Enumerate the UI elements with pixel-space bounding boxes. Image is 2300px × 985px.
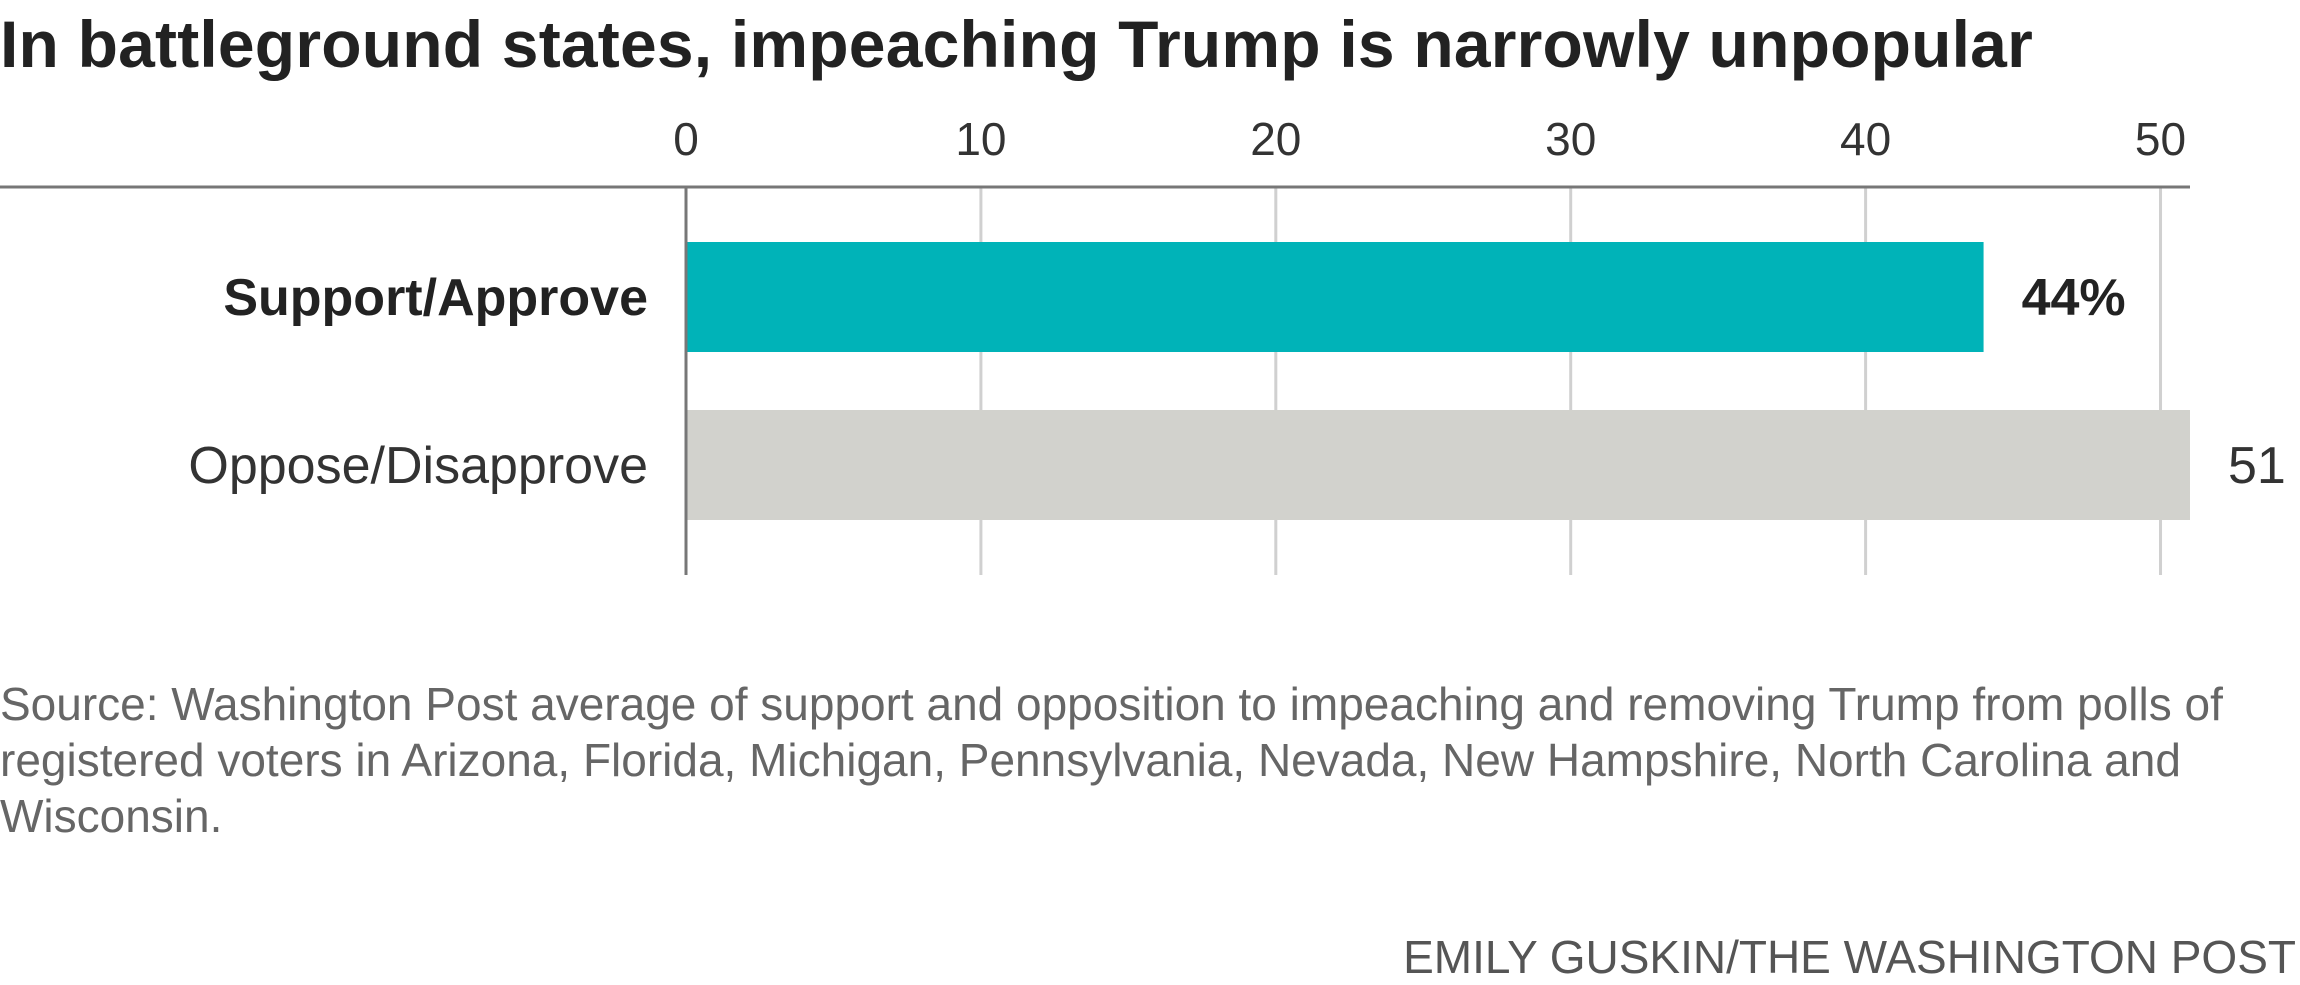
x-tick-label: 0 bbox=[673, 113, 699, 165]
x-tick-label: 20 bbox=[1250, 113, 1301, 165]
category-label: Support/Approve bbox=[223, 269, 648, 327]
bar bbox=[686, 242, 1984, 352]
data-label: 51 bbox=[2228, 437, 2286, 495]
chart-title: In battleground states, impeaching Trump… bbox=[0, 7, 2033, 81]
bar bbox=[686, 410, 2190, 520]
source-note: Source: Washington Post average of suppo… bbox=[0, 678, 2223, 842]
data-label: 44% bbox=[2022, 269, 2126, 327]
x-tick-label: 40 bbox=[1840, 113, 1891, 165]
category-label: Oppose/Disapprove bbox=[188, 437, 648, 495]
x-tick-label: 10 bbox=[955, 113, 1006, 165]
x-tick-label: 50 bbox=[2135, 113, 2186, 165]
credit-line: EMILY GUSKIN/THE WASHINGTON POST bbox=[1403, 931, 2296, 983]
x-tick-label: 30 bbox=[1545, 113, 1596, 165]
